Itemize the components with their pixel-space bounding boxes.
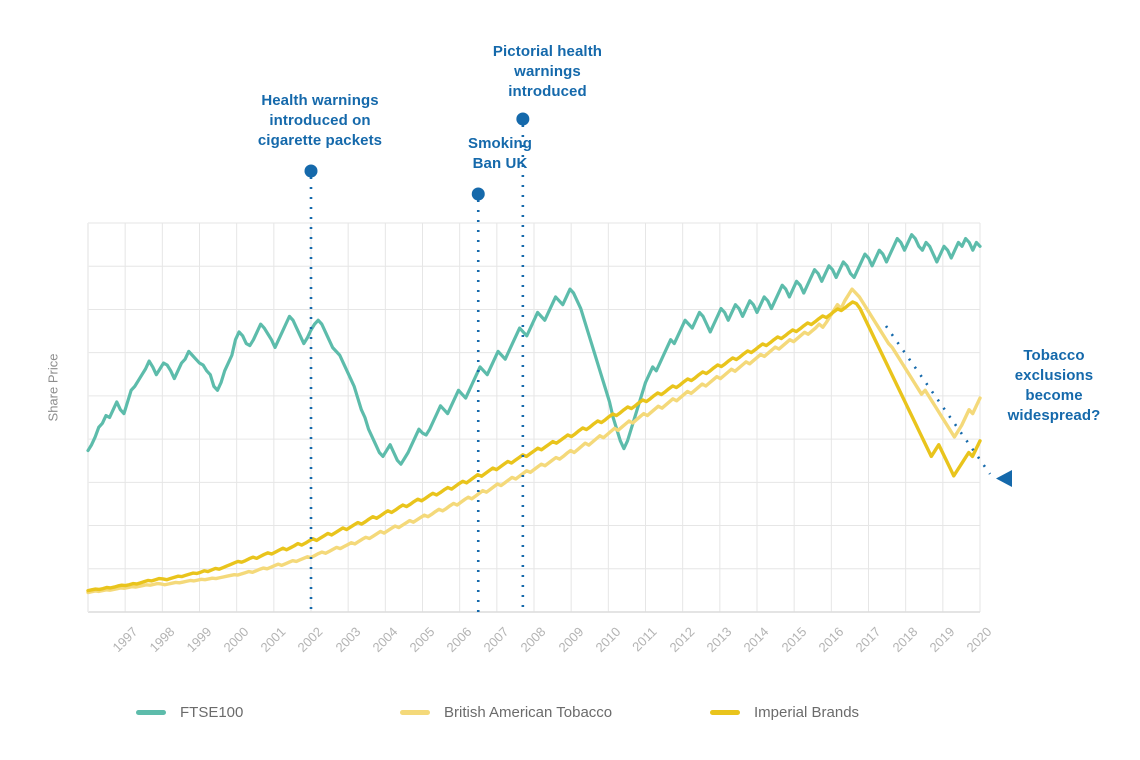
- annotation-pictorial-warnings: Pictorial health warnings introduced: [492, 43, 603, 100]
- legend-label: FTSE100: [180, 704, 244, 721]
- y-axis-title: Share Price: [45, 353, 61, 422]
- legend-label: Imperial Brands: [754, 704, 860, 721]
- annotation-marker-pictorial-warnings-dot: [516, 112, 530, 126]
- legend-swatch-icon: [136, 710, 166, 715]
- annotation-tobacco-exclusions: Tobacco exclusions become widespread?: [1007, 347, 1101, 424]
- legend-item-imperial-brands[interactable]: Imperial Brands: [710, 704, 859, 721]
- annotation-marker-health-warnings-dot: [304, 164, 318, 178]
- chart-legend: FTSE100 British American Tobacco Imperial …: [0, 700, 1140, 730]
- legend-swatch-icon: [710, 710, 740, 715]
- legend-swatch-icon: [400, 710, 430, 715]
- annotation-tobacco-pointer-line: [884, 325, 992, 475]
- annotation-tobacco-arrowhead: [996, 470, 1012, 487]
- chart-annotation-markers: [304, 112, 1012, 612]
- annotation-health-warnings: Health warnings introduced on cigarette …: [257, 92, 383, 149]
- legend-item-british-american-tobacco[interactable]: British American Tobacco: [400, 704, 612, 721]
- legend-label: British American Tobacco: [444, 704, 613, 721]
- legend-item-ftse100[interactable]: FTSE100: [136, 704, 243, 721]
- chart-series-lines: [86, 233, 982, 595]
- annotation-marker-smoking-ban-dot: [471, 187, 485, 201]
- annotation-smoking-ban: Smoking Ban UK: [467, 135, 533, 172]
- series-line-ftse100: [86, 233, 982, 466]
- chart-gridlines: [87, 222, 981, 613]
- series-line-imperial-brands: [86, 300, 982, 593]
